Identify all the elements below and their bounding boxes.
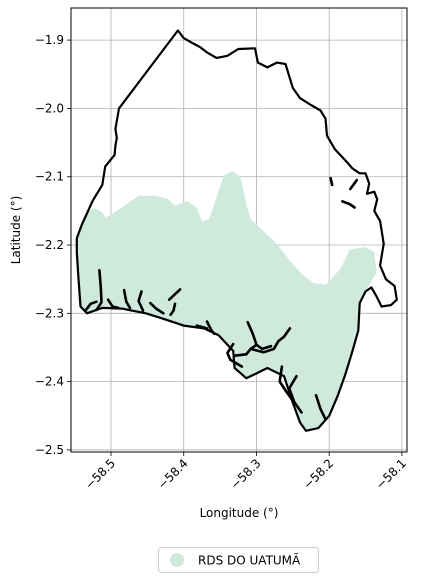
legend-label: RDS DO UATUMÃ [198, 553, 301, 568]
river-branch [348, 178, 359, 191]
river-branch [95, 268, 103, 312]
river-branch [149, 301, 165, 315]
river-branch [314, 393, 327, 421]
plot-frame [70, 7, 408, 453]
river-branch [278, 365, 293, 401]
legend-box [158, 547, 319, 573]
y-tick-label: −1.9 [35, 33, 64, 47]
river-branch [84, 300, 98, 312]
region-layer [76, 171, 377, 431]
river-branch [195, 324, 209, 330]
river-branch [122, 288, 132, 310]
river-branch [106, 298, 120, 310]
boundary-layer [75, 29, 398, 432]
y-tick-label: −2.4 [35, 375, 64, 389]
river-branch [205, 320, 216, 336]
river-branch [167, 288, 182, 302]
y-tick-label: −2.5 [35, 443, 64, 457]
y-axis-label: Latitude (°) [9, 196, 23, 265]
river-branch [233, 327, 292, 358]
plot-area [70, 7, 408, 453]
y-tick-label: −2.0 [35, 101, 64, 115]
river-branch [169, 302, 177, 317]
rds-uatuma-region [76, 171, 377, 431]
river-branch [226, 342, 244, 368]
river-branch [287, 374, 303, 414]
x-axis-label: Longitude (°) [200, 506, 279, 520]
boundary-outline [75, 29, 398, 432]
river-branch [329, 176, 334, 187]
river-branch [137, 290, 145, 312]
y-tick-label: −2.2 [35, 238, 64, 252]
legend-marker [170, 553, 184, 567]
y-tick-label: −2.3 [35, 306, 64, 320]
y-tick-label: −2.1 [35, 170, 64, 184]
river-branch [340, 200, 356, 209]
y-axis-ticks: −1.9 −2.0 −2.1 −2.2 −2.3 −2.4 −2.5 [35, 33, 71, 457]
legend: RDS DO UATUMÃ [158, 547, 319, 573]
